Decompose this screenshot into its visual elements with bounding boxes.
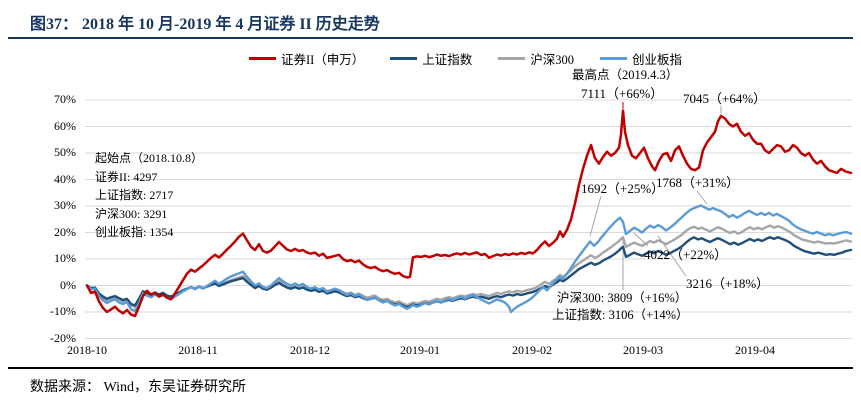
series-line-cybz	[85, 204, 853, 314]
y-tick-70%: 70%	[54, 92, 76, 106]
x-tick-2018-11: 2018-11	[178, 343, 218, 357]
legend-item-hs300: 沪深300	[498, 49, 574, 68]
annotation-line: 上证指数: 2717	[95, 188, 174, 202]
figure-title: 图37： 2018 年 10 月-2019 年 4 月证券 II 历史走势	[30, 16, 380, 33]
legend-item-zq2: 证券II（申万）	[248, 49, 365, 68]
x-tick-2019-02: 2019-02	[512, 343, 552, 357]
legend-item-szzs: 上证指数	[390, 49, 472, 68]
annotation-cybz-1768: 1768（+31%）	[656, 175, 739, 190]
data-source: 数据来源： Wind，东吴证券研究所	[30, 380, 247, 395]
legend-label-hs300: 沪深300	[530, 53, 575, 67]
annotation-line: 1692（+25%）	[581, 181, 665, 196]
legend-line-swatch-hs300	[498, 57, 526, 60]
y-tick--20%: -20%	[50, 330, 76, 345]
x-tick-2019-01: 2019-01	[400, 343, 440, 357]
annotation-leader-line-3	[696, 190, 708, 205]
annotation-peak-7111: 7111（+66%）	[581, 86, 663, 101]
annotation-line: 7045（+64%）	[683, 91, 767, 106]
series-line-szzs	[85, 236, 853, 309]
legend-line-swatch-szzs	[390, 57, 418, 60]
y-tick--10%: -10%	[50, 304, 76, 318]
annotation-line: 证券II: 4297	[95, 169, 158, 184]
legend-label-zq2: 证券II（申万）	[280, 53, 365, 67]
legend-item-cybz: 创业板指	[600, 49, 682, 68]
annotation-szzs-final: 上证指数: 3106（+14%）	[552, 308, 689, 323]
annotation-line: 1768（+31%）	[656, 175, 740, 190]
annotation-line: 3216（+18%）	[686, 276, 770, 291]
y-tick-60%: 60%	[54, 118, 76, 133]
annotation-line: 起始点（2018.10.8）	[95, 151, 204, 165]
y-tick-20%: 20%	[54, 224, 76, 239]
annotation-start-block: 起始点（2018.10.8） 证券II: 4297 上证指数: 2717 沪深300:…	[95, 149, 203, 242]
y-tick-0%: 0%	[60, 277, 76, 292]
annotation-line: 7111（+66%）	[581, 86, 664, 101]
y-tick-40%: 40%	[54, 171, 76, 186]
y-tick-10%: 10%	[54, 251, 76, 265]
legend-line-swatch-zq2	[248, 57, 276, 60]
title-divider	[8, 37, 853, 39]
annotation-cybz-1692: 1692（+25%）	[581, 181, 664, 196]
annotation-line: 4022（+22%）	[644, 247, 728, 262]
y-tick-30%: 30%	[54, 198, 76, 212]
annotation-line: 沪深300: 3809（+16%）	[557, 291, 688, 305]
x-tick-2019-04: 2019-04	[735, 343, 775, 357]
annotation-hs300-4022: 4022（+22%）	[644, 247, 727, 262]
annotation-szzs-3216: 3216（+18%）	[686, 276, 769, 291]
annotation-peak-7045: 7045（+64%）	[683, 91, 766, 106]
series-line-zq2	[85, 109, 853, 318]
legend-label-szzs: 上证指数	[422, 53, 473, 67]
source-divider	[8, 367, 853, 369]
x-tick-2019-03: 2019-03	[623, 343, 663, 357]
legend-line-swatch-cybz	[600, 57, 628, 60]
x-tick-2018-12: 2018-12	[290, 343, 330, 357]
annotation-line: 上证指数: 3106（+14%）	[552, 308, 689, 322]
annotation-line: 沪深300: 3291	[95, 206, 168, 221]
x-tick-2018-10: 2018-10	[67, 343, 107, 357]
chart-legend: 证券II（申万） 上证指数 沪深300 创业板指	[80, 49, 851, 68]
annotation-line: 最高点（2019.4.3）	[572, 68, 679, 82]
annotation-peak-date: 最高点（2019.4.3）	[572, 68, 678, 83]
y-tick-50%: 50%	[54, 145, 76, 159]
annotation-line: 创业板指: 1354	[95, 225, 174, 239]
annotation-hs300-final: 沪深300: 3809（+16%）	[557, 291, 687, 306]
annotation-leader-line-2	[589, 195, 602, 237]
legend-label-cybz: 创业板指	[632, 53, 683, 67]
